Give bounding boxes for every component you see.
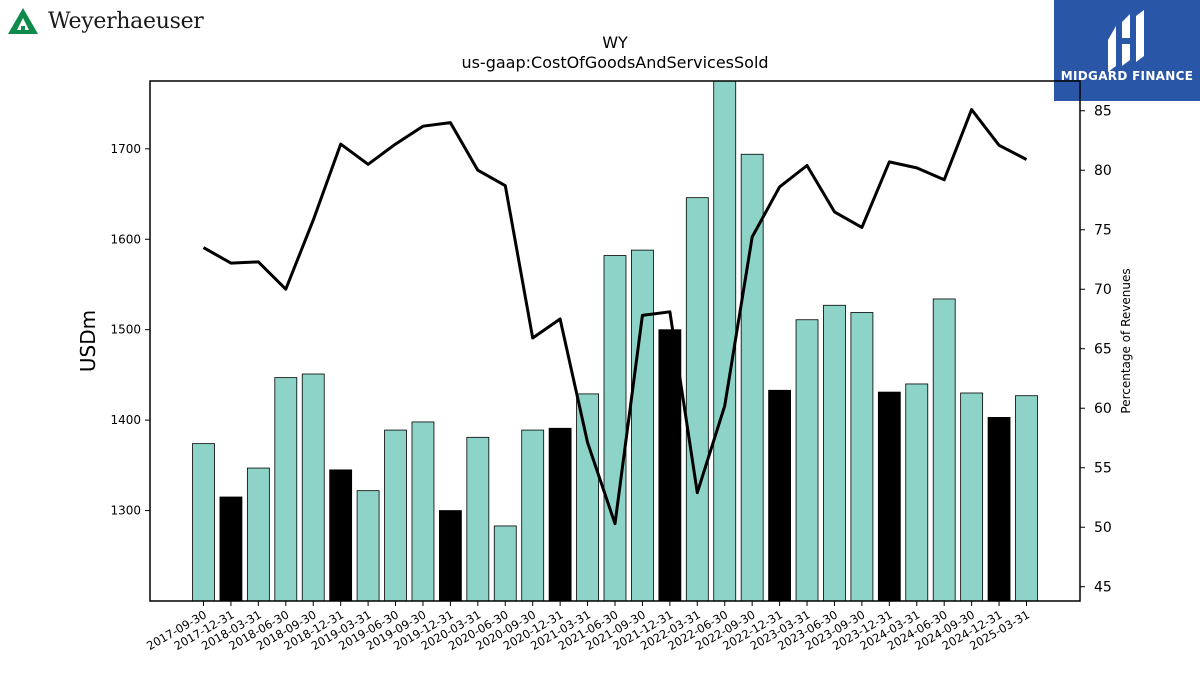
y2-tick-label: 55 [1094,461,1112,477]
bar-2020-03-31 [466,436,490,602]
y-tick-label: 1700 [110,142,141,156]
x-axis: 2017-09-302017-12-312018-03-312018-06-30… [144,601,1032,653]
bar-2019-06-30 [384,429,407,602]
bar-2020-09-30 [521,429,545,602]
bar-2020-06-30 [493,525,517,602]
bar-2019-12-31 [438,510,462,602]
bar-2023-09-30 [850,312,874,602]
y2-tick-label: 75 [1094,223,1112,239]
bar-2025-03-31 [1015,395,1038,602]
bar-2021-03-31 [576,393,599,602]
y-axis-label: USDm [76,310,100,372]
y-tick-label: 1300 [110,504,141,518]
weyerhaeuser-logo: Weyerhaeuser [6,6,204,36]
bar-2024-06-30 [932,298,956,602]
bar-2024-12-31 [987,417,1011,602]
bar-2022-12-31 [768,389,791,602]
right-y-axis: 45 50 55 60 65 70 75 80 85 [1080,104,1112,596]
midgard-finance-wordmark: MIDGARD FINANCE [1060,69,1194,83]
y-tick-label: 1600 [110,232,141,246]
chart-title: WY [602,33,628,52]
bar-2024-09-30 [960,392,984,602]
y2-tick-label: 60 [1094,401,1112,417]
y2-tick-label: 80 [1094,163,1112,179]
y2-tick-label: 50 [1094,520,1112,536]
y-tick-label: 1500 [110,323,141,337]
chart-subtitle: us-gaap:CostOfGoodsAndServicesSold [461,53,768,72]
bar-2019-09-30 [411,421,435,602]
midgard-finance-logo: MIDGARD FINANCE [1054,0,1200,101]
bar-2019-03-31 [356,490,380,602]
bar-2017-12-31 [219,496,243,602]
bar-2018-03-31 [246,467,270,602]
y-tick-label: 1400 [110,413,141,427]
bar-2017-09-30 [192,443,215,602]
bar-series [192,80,1038,602]
bar-2018-12-31 [329,469,353,602]
line-series [202,108,1028,526]
y2-axis-label: Percentage of Revenues [1119,268,1133,413]
bar-2021-06-30 [603,255,627,602]
bar-2023-03-31 [795,319,819,602]
y2-tick-label: 85 [1094,104,1112,120]
bar-2022-03-31 [685,197,709,602]
y2-tick-label: 45 [1094,580,1112,596]
bar-2023-12-31 [877,391,901,602]
bar-2020-12-31 [548,427,572,602]
bar-2022-06-30 [713,80,737,602]
left-y-axis: 1300 1400 1500 1600 1700 [110,142,150,518]
midgard-finance-emblem-icon [1108,10,1144,72]
bar-2024-03-31 [905,383,929,602]
y2-tick-label: 70 [1094,282,1112,298]
weyerhaeuser-tree-icon [8,8,38,34]
bar-2018-09-30 [301,373,325,602]
percentage-line [202,108,1028,526]
bar-2021-09-30 [631,249,654,602]
bar-2018-06-30 [274,377,298,602]
weyerhaeuser-wordmark: Weyerhaeuser [48,8,204,34]
y2-tick-label: 65 [1094,342,1112,358]
bar-2023-06-30 [823,304,846,602]
